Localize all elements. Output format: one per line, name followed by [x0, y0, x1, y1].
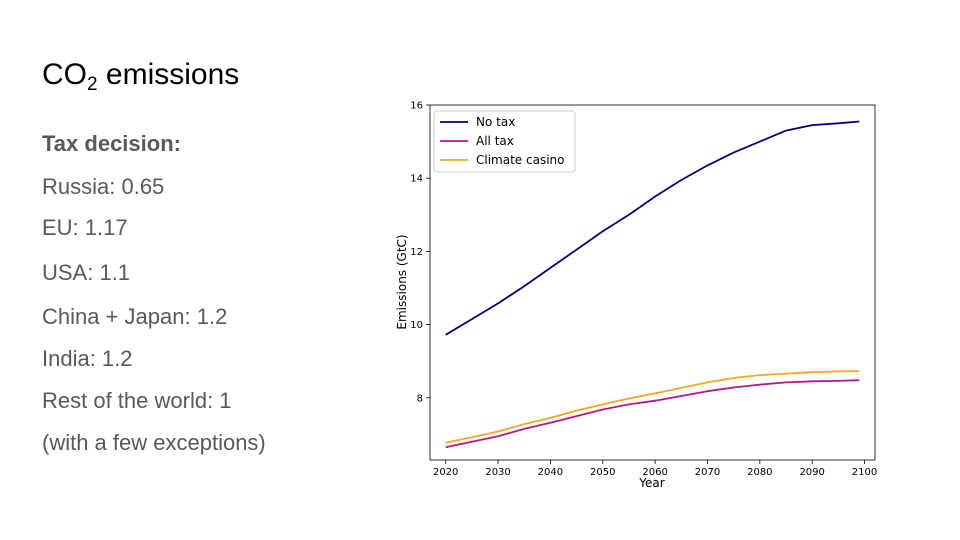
- x-tick-label: 2030: [485, 467, 510, 478]
- x-tick-label: 2040: [538, 467, 563, 478]
- tax-decision-heading: Tax decision:: [42, 131, 181, 156]
- series-line-no-tax: [445, 120, 860, 336]
- x-tick-label: 2060: [642, 467, 667, 478]
- title-suffix: emissions: [97, 58, 240, 91]
- legend-frame: [433, 110, 576, 173]
- x-tick-label: 2090: [799, 467, 824, 478]
- series-line-all-tax: [445, 379, 860, 449]
- x-tick-label: 2050: [590, 467, 615, 478]
- y-tick-label: 10: [410, 320, 423, 331]
- x-axis-label: Year: [638, 476, 664, 490]
- x-tick-label: 2100: [852, 467, 877, 478]
- y-tick-label: 8: [417, 393, 423, 404]
- title-prefix: CO: [42, 58, 87, 91]
- y-axis-ticks: 8 10 12 14 16: [410, 101, 430, 404]
- y-axis-label: Emissions (GtC): [395, 234, 409, 329]
- legend-label-climate-casino: Climate casino: [476, 153, 564, 167]
- legend-label-all-tax: All tax: [476, 134, 514, 148]
- slide-title: CO2 emissions: [42, 58, 239, 96]
- x-tick-label: 2020: [433, 467, 458, 478]
- y-tick-label: 14: [410, 174, 423, 185]
- y-tick-label: 12: [410, 247, 423, 258]
- tax-line-china-japan: China + Japan: 1.2: [42, 304, 228, 329]
- tax-line-exceptions-note: (with a few exceptions): [42, 430, 266, 455]
- tax-line-eu: EU: 1.17: [42, 215, 128, 240]
- tax-line-rest-of-world: Rest of the world: 1: [42, 388, 232, 413]
- x-axis-ticks: 2020 2030 2040 2050 2060 2070 2080 2090 2100: [433, 460, 877, 478]
- x-tick-label: 2080: [747, 467, 772, 478]
- legend-label-no-tax: No tax: [476, 115, 515, 129]
- tax-line-india: India: 1.2: [42, 346, 133, 371]
- plot-area-frame: [429, 104, 876, 461]
- series-lines: [445, 120, 860, 449]
- tax-line-usa: USA: 1.1: [42, 260, 131, 285]
- series-line-climate-casino: [445, 370, 860, 444]
- tax-line-russia: Russia: 0.65: [42, 174, 165, 199]
- chart-legend: No tax All tax Climate casino: [433, 110, 576, 173]
- title-subscript: 2: [87, 74, 98, 95]
- x-tick-label: 2070: [695, 467, 720, 478]
- y-tick-label: 16: [410, 101, 423, 112]
